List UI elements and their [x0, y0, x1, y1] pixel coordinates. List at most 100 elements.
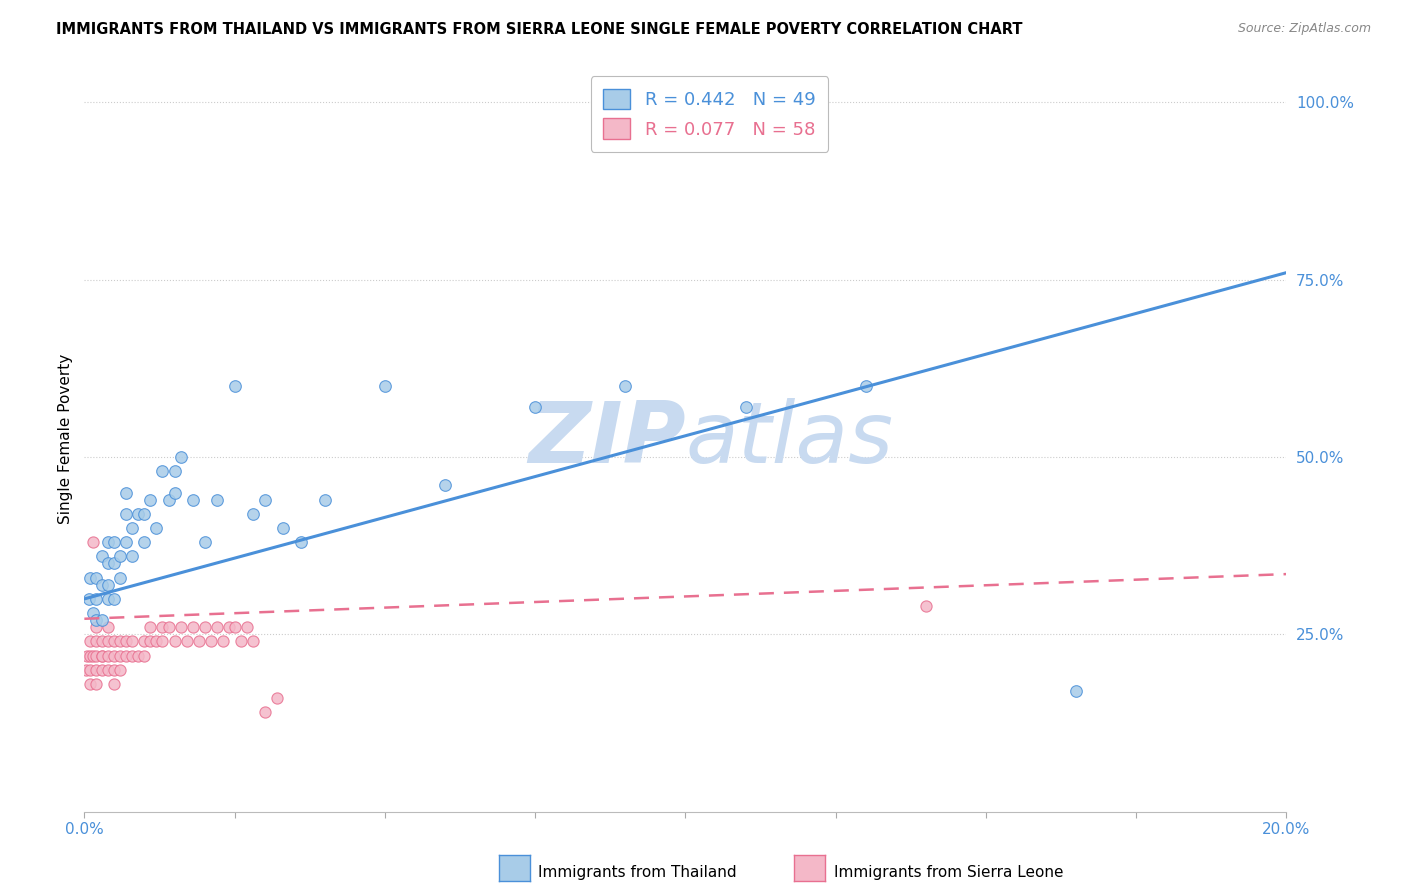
Text: atlas: atlas [686, 398, 893, 481]
Point [127, 507, 149, 521]
Point [187, 634, 209, 648]
Point [224, 379, 246, 393]
Point [205, 620, 228, 634]
Point [134, 634, 156, 648]
Text: Immigrants from Thailand: Immigrants from Thailand [538, 865, 737, 880]
Point [79, 571, 101, 585]
Point [115, 485, 138, 500]
Point [110, 663, 132, 677]
Point [134, 648, 156, 663]
Point [103, 535, 125, 549]
Point [82, 606, 104, 620]
Point [115, 535, 138, 549]
Point [855, 379, 877, 393]
Point [127, 648, 149, 663]
Point [86, 591, 108, 606]
Point [97, 634, 120, 648]
Point [79, 634, 101, 648]
Point [110, 634, 132, 648]
Point [97, 620, 120, 634]
Point [76, 648, 98, 663]
Point [79, 677, 101, 691]
Point [1064, 684, 1087, 698]
Point [271, 521, 294, 535]
Point [97, 557, 120, 571]
Point [157, 492, 180, 507]
Legend: R = 0.442   N = 49, R = 0.077   N = 58: R = 0.442 N = 49, R = 0.077 N = 58 [591, 76, 828, 152]
Point [176, 634, 198, 648]
Point [103, 557, 125, 571]
Point [139, 620, 162, 634]
Point [110, 571, 132, 585]
Point [97, 663, 120, 677]
Point [200, 634, 222, 648]
Point [110, 549, 132, 564]
Point [79, 648, 101, 663]
Point [121, 521, 143, 535]
Point [152, 464, 174, 478]
Point [86, 571, 108, 585]
Point [115, 648, 138, 663]
Point [103, 648, 125, 663]
Text: Source: ZipAtlas.com: Source: ZipAtlas.com [1237, 22, 1371, 36]
Point [181, 620, 204, 634]
Point [205, 492, 228, 507]
Point [266, 691, 288, 706]
Point [157, 620, 180, 634]
Point [110, 648, 132, 663]
Point [79, 663, 101, 677]
Point [524, 401, 547, 415]
Text: Immigrants from Sierra Leone: Immigrants from Sierra Leone [834, 865, 1063, 880]
Point [91, 663, 114, 677]
Point [218, 620, 240, 634]
Point [194, 620, 217, 634]
Point [91, 578, 114, 592]
Point [86, 677, 108, 691]
Point [229, 634, 252, 648]
Point [253, 492, 276, 507]
Point [97, 648, 120, 663]
Point [103, 663, 125, 677]
Point [91, 634, 114, 648]
Point [97, 535, 120, 549]
Point [77, 591, 100, 606]
Point [134, 535, 156, 549]
Point [86, 663, 108, 677]
Point [314, 492, 336, 507]
Text: IMMIGRANTS FROM THAILAND VS IMMIGRANTS FROM SIERRA LEONE SINGLE FEMALE POVERTY C: IMMIGRANTS FROM THAILAND VS IMMIGRANTS F… [56, 22, 1022, 37]
Point [152, 620, 174, 634]
Point [86, 613, 108, 627]
Point [134, 507, 156, 521]
Text: ZIP: ZIP [527, 398, 686, 481]
Point [152, 634, 174, 648]
Point [91, 549, 114, 564]
Point [169, 620, 191, 634]
Point [194, 535, 217, 549]
Point [139, 634, 162, 648]
Y-axis label: Single Female Poverty: Single Female Poverty [58, 354, 73, 524]
Point [434, 478, 457, 492]
Point [242, 507, 264, 521]
Point [224, 620, 246, 634]
Point [86, 634, 108, 648]
Point [290, 535, 312, 549]
Point [97, 578, 120, 592]
Point [374, 379, 396, 393]
Point [91, 613, 114, 627]
Point [86, 620, 108, 634]
Point [103, 634, 125, 648]
Point [75, 663, 97, 677]
Point [145, 521, 167, 535]
Point [163, 485, 186, 500]
Point [169, 450, 191, 464]
Point [614, 379, 637, 393]
Point [211, 634, 233, 648]
Point [103, 591, 125, 606]
Point [163, 634, 186, 648]
Point [121, 648, 143, 663]
Point [115, 634, 138, 648]
Point [163, 464, 186, 478]
Point [242, 634, 264, 648]
Point [139, 492, 162, 507]
Point [145, 634, 167, 648]
